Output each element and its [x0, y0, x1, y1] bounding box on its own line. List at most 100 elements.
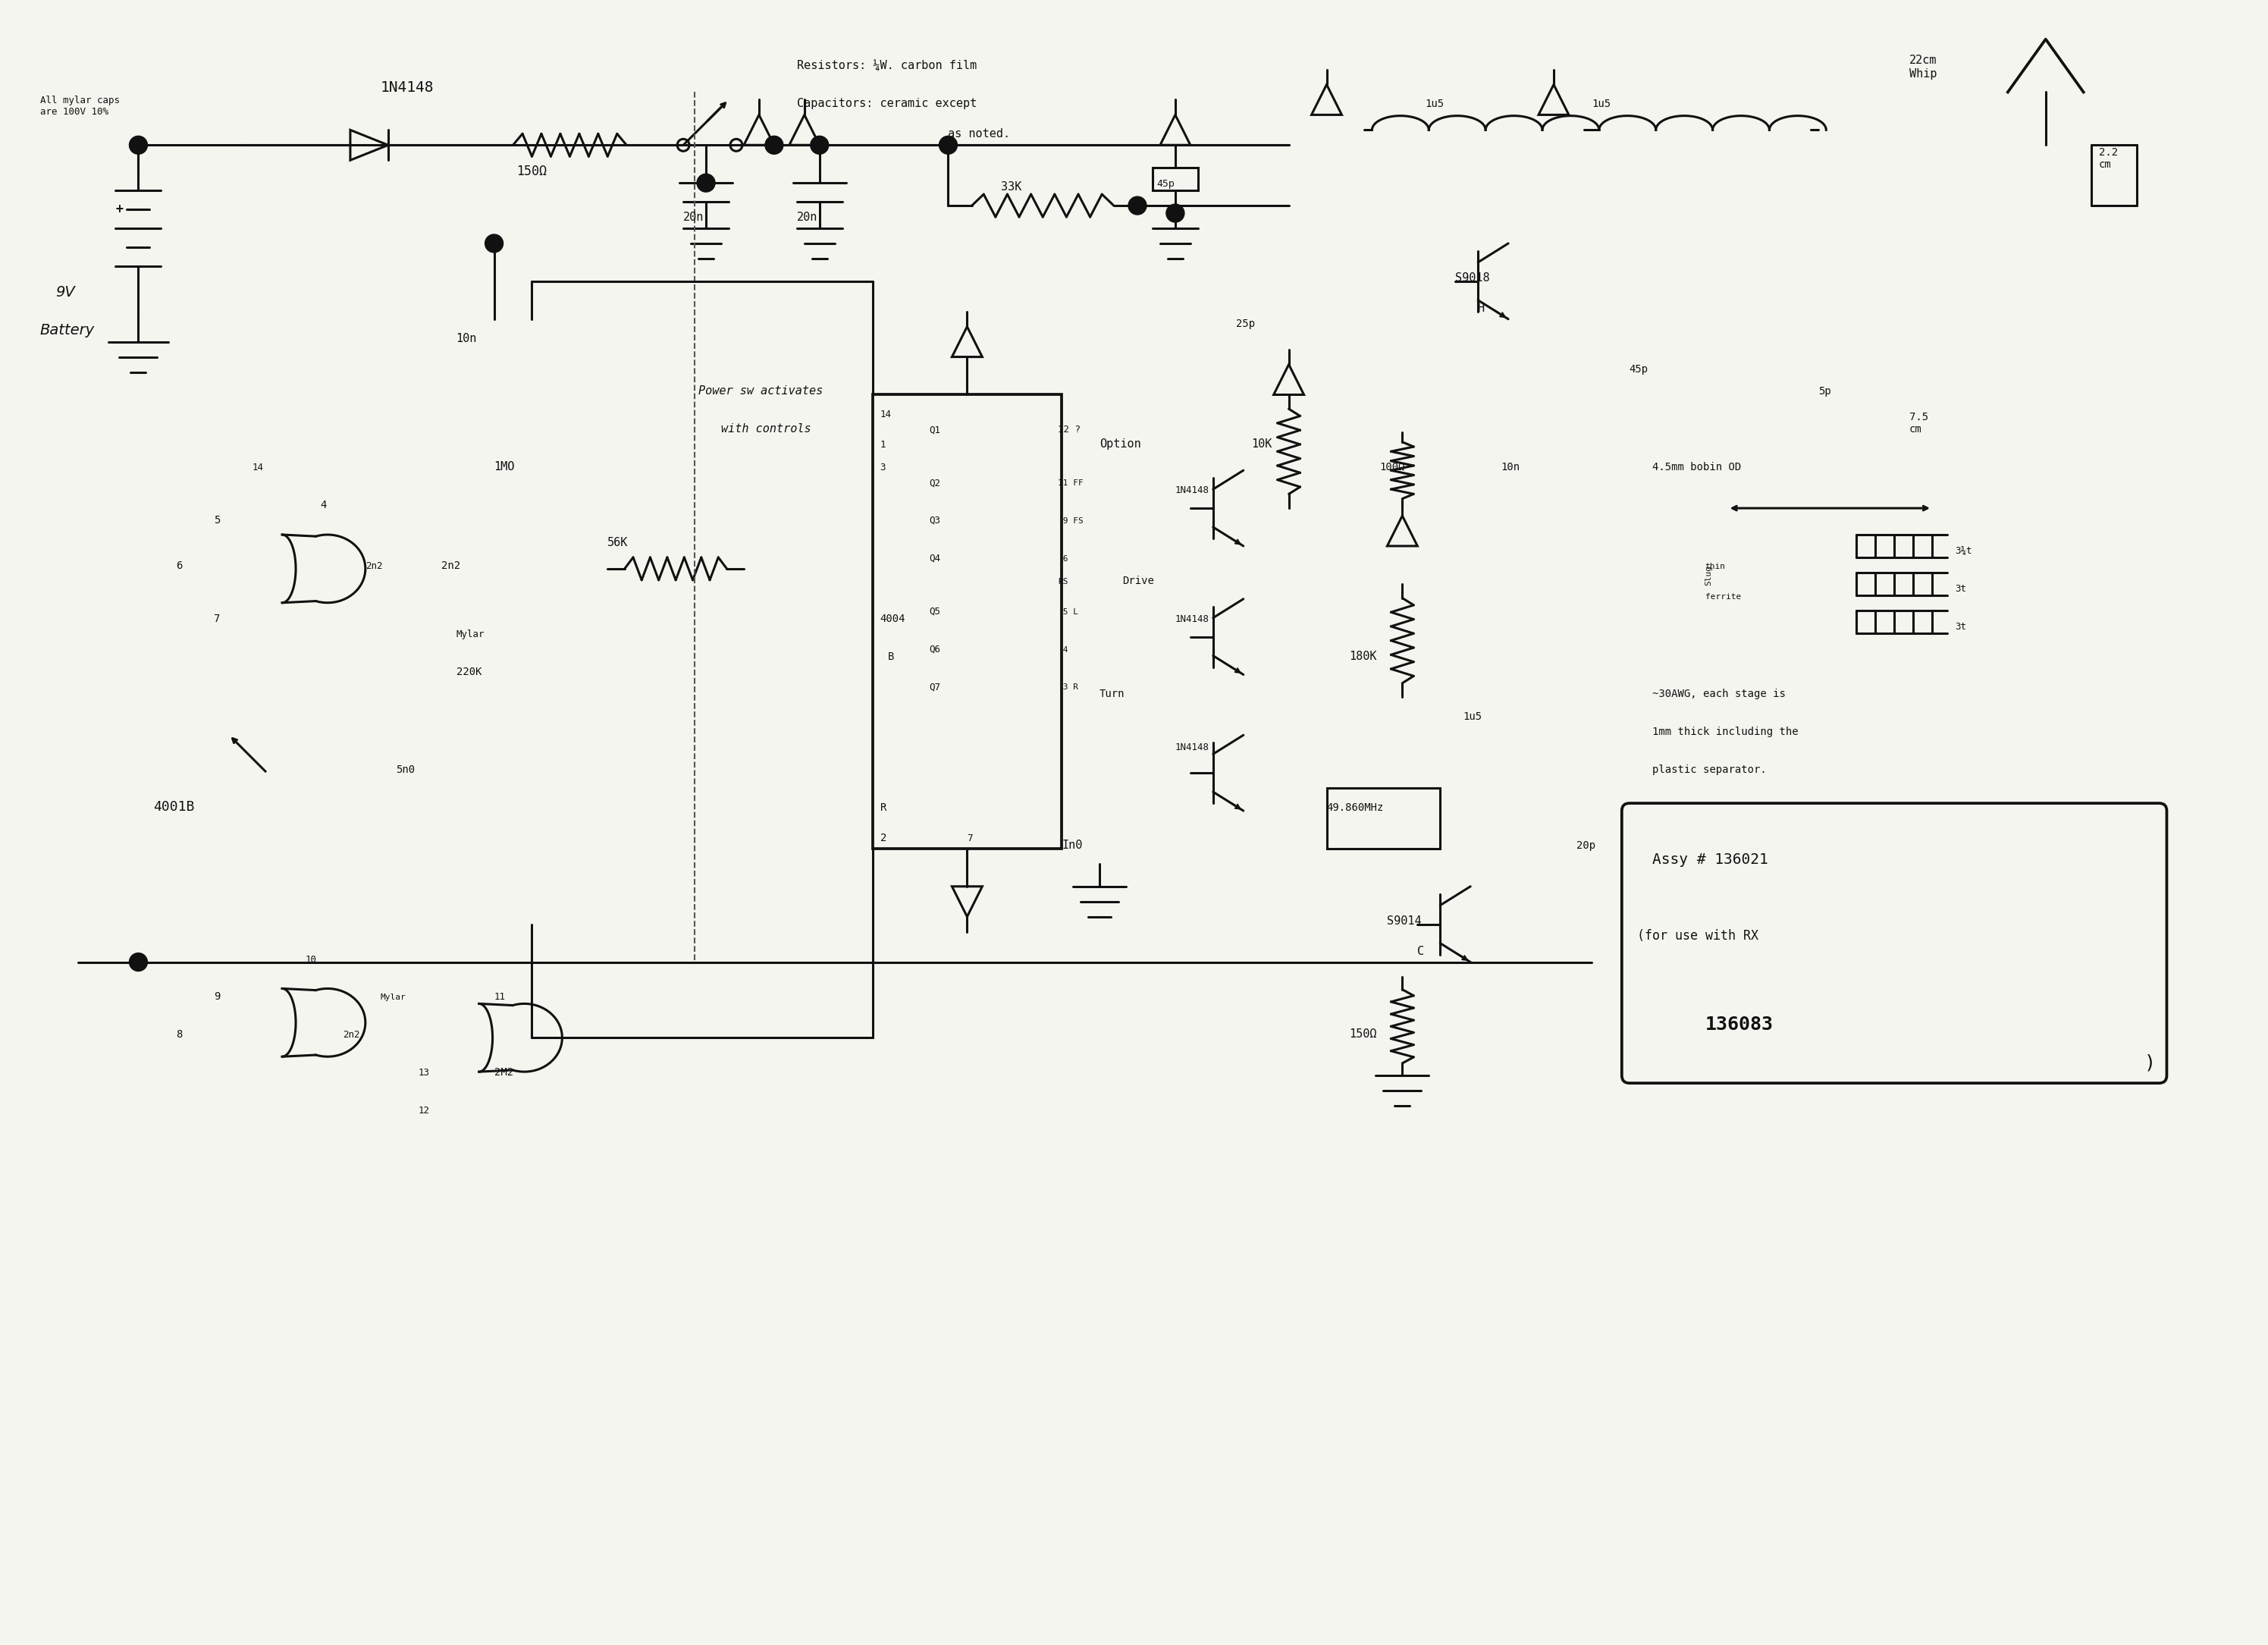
Text: 13: 13	[417, 1068, 429, 1077]
Text: 2n2: 2n2	[365, 561, 383, 571]
Text: ~30AWG, each stage is: ~30AWG, each stage is	[1651, 689, 1785, 699]
Text: 14: 14	[252, 462, 263, 472]
Text: 1N4148: 1N4148	[1175, 742, 1209, 752]
Text: 10: 10	[304, 954, 315, 964]
Text: Battery: Battery	[41, 322, 95, 337]
Text: 4.5mm bobin OD: 4.5mm bobin OD	[1651, 462, 1742, 472]
Circle shape	[764, 137, 782, 155]
Text: 1u5: 1u5	[1463, 712, 1481, 722]
Text: (for use with RX: (for use with RX	[1637, 929, 1758, 943]
Text: Power sw activates: Power sw activates	[699, 385, 823, 396]
Text: RS: RS	[1057, 577, 1068, 586]
Text: as noted.: as noted.	[948, 128, 1012, 140]
Text: 33K: 33K	[1000, 181, 1023, 192]
Bar	[1152, 168, 1198, 191]
Text: 136083: 136083	[1706, 1015, 1774, 1035]
Circle shape	[696, 174, 714, 192]
Text: 4: 4	[1057, 646, 1068, 653]
Text: 6: 6	[177, 561, 181, 571]
Text: ferrite: ferrite	[1706, 592, 1742, 600]
Circle shape	[129, 137, 147, 155]
Text: 2n2: 2n2	[342, 1030, 361, 1040]
Text: 11 FF: 11 FF	[1057, 479, 1084, 487]
Text: 1N4148: 1N4148	[381, 81, 433, 95]
Text: 3t: 3t	[1955, 584, 1966, 594]
Text: 22cm
Whip: 22cm Whip	[1910, 54, 1937, 79]
Text: 180K: 180K	[1349, 650, 1377, 661]
Text: thin: thin	[1706, 563, 1726, 571]
Circle shape	[939, 137, 957, 155]
Text: S9014: S9014	[1388, 915, 1422, 926]
Text: 2n2: 2n2	[440, 561, 460, 571]
Text: 20p: 20p	[1576, 841, 1594, 850]
Text: 3¾t: 3¾t	[1955, 546, 1971, 556]
Text: 150Ω: 150Ω	[517, 164, 547, 178]
Text: Q2: Q2	[930, 479, 941, 489]
Text: +: +	[116, 202, 122, 215]
Text: plastic separator.: plastic separator.	[1651, 765, 1767, 775]
Text: Drive: Drive	[1123, 576, 1154, 586]
Text: Q3: Q3	[930, 517, 941, 526]
Text: 1u5: 1u5	[1424, 99, 1445, 110]
Text: 1mm thick including the: 1mm thick including the	[1651, 727, 1799, 737]
Text: 25p: 25p	[1236, 317, 1254, 329]
Text: 150Ω: 150Ω	[1349, 1028, 1377, 1040]
Text: 10n: 10n	[456, 332, 476, 344]
Text: Assy # 136021: Assy # 136021	[1651, 852, 1767, 867]
Text: H: H	[1479, 303, 1486, 314]
Text: Mylar: Mylar	[456, 628, 485, 638]
Circle shape	[129, 952, 147, 971]
Text: Q4: Q4	[930, 554, 941, 564]
Text: 7: 7	[966, 834, 973, 844]
Text: 1N4148: 1N4148	[1175, 485, 1209, 495]
Text: with controls: with controls	[721, 423, 812, 434]
Text: 2.2
cm: 2.2 cm	[2098, 146, 2118, 169]
Text: 7: 7	[213, 614, 220, 623]
Text: 100Ω: 100Ω	[1379, 462, 1404, 472]
Text: In0: In0	[1061, 839, 1082, 850]
Text: 56K: 56K	[608, 536, 628, 548]
Text: 9V: 9V	[54, 285, 75, 299]
Text: 45p: 45p	[1157, 179, 1175, 189]
Text: Turn: Turn	[1100, 689, 1125, 699]
Text: 3 R: 3 R	[1057, 684, 1077, 691]
Text: 5: 5	[213, 515, 220, 526]
Text: 20n: 20n	[683, 212, 703, 224]
Text: 9: 9	[213, 992, 220, 1002]
Text: 4: 4	[320, 500, 327, 510]
Text: Q6: Q6	[930, 645, 941, 655]
Text: 9 FS: 9 FS	[1057, 517, 1084, 525]
Text: 1: 1	[880, 441, 887, 451]
Text: 10K: 10K	[1252, 439, 1272, 451]
Text: 12: 12	[417, 1105, 429, 1115]
Text: 49.860MHz: 49.860MHz	[1327, 803, 1383, 813]
Text: 12 ?: 12 ?	[1057, 424, 1080, 434]
Text: 3t: 3t	[1955, 622, 1966, 632]
Text: ): )	[2143, 1053, 2155, 1073]
Text: 5p: 5p	[1819, 387, 1830, 396]
Text: B: B	[887, 651, 894, 661]
Text: 1MO: 1MO	[494, 461, 515, 472]
Text: Q7: Q7	[930, 683, 941, 693]
Circle shape	[1127, 196, 1148, 215]
Circle shape	[810, 137, 828, 155]
Text: Q5: Q5	[930, 607, 941, 617]
Text: 5 L: 5 L	[1057, 609, 1077, 615]
Text: S9018: S9018	[1456, 271, 1490, 283]
Text: 5n0: 5n0	[395, 765, 415, 775]
Bar	[1327, 788, 1440, 849]
Text: 10n: 10n	[1501, 462, 1520, 472]
Text: Resistors: ¼W. carbon film: Resistors: ¼W. carbon film	[796, 61, 978, 72]
Text: Option: Option	[1100, 439, 1141, 451]
Text: Slug: Slug	[1706, 564, 1712, 586]
Text: 14: 14	[880, 410, 891, 419]
Circle shape	[1166, 204, 1184, 222]
Text: All mylar caps
are 100V 10%: All mylar caps are 100V 10%	[41, 95, 120, 117]
Text: 6: 6	[1057, 554, 1068, 563]
Text: 4001B: 4001B	[154, 799, 195, 814]
Text: Capacitors: ceramic except: Capacitors: ceramic except	[796, 99, 978, 110]
Text: 7.5
cm: 7.5 cm	[1910, 411, 1928, 434]
Text: 11: 11	[494, 992, 506, 1002]
Bar	[873, 395, 1061, 849]
Text: 45p: 45p	[1628, 364, 1649, 375]
